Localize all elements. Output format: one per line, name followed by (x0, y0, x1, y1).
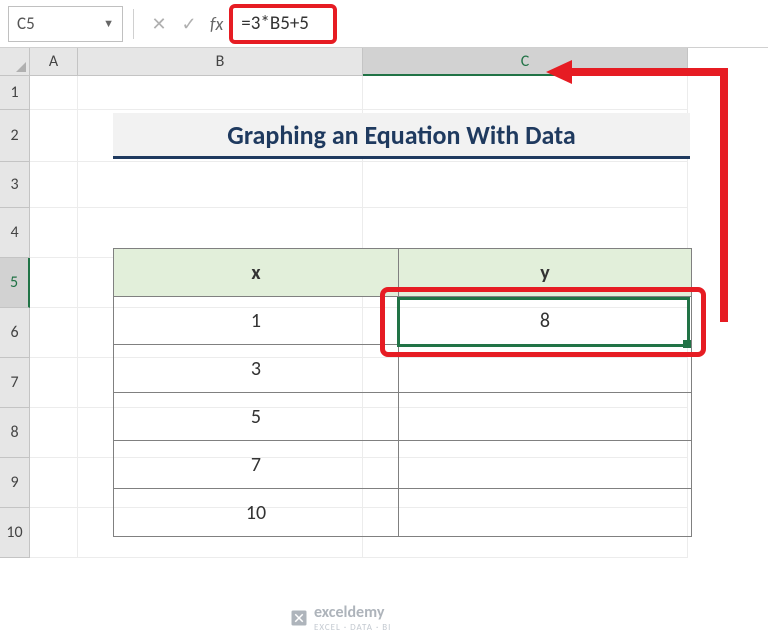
logo-icon (290, 609, 308, 627)
watermark-brand: exceldemy (314, 603, 384, 622)
table-body: 1835710 (114, 297, 692, 537)
row-header-5[interactable]: 5 (0, 258, 30, 308)
cancel-icon[interactable]: ✕ (144, 9, 174, 39)
header-y: y (399, 249, 692, 297)
callout-arrow-vertical (720, 72, 728, 322)
fx-icon[interactable]: fx (210, 13, 223, 35)
cell[interactable] (30, 408, 78, 458)
table-row: 7 (114, 441, 692, 489)
row-header-8[interactable]: 8 (0, 408, 30, 458)
cell[interactable] (363, 162, 688, 208)
cell-x[interactable]: 7 (114, 441, 399, 489)
cell[interactable] (30, 308, 78, 358)
row-header-7[interactable]: 7 (0, 358, 30, 408)
row-header-6[interactable]: 6 (0, 308, 30, 358)
cell[interactable] (30, 110, 78, 162)
cell-y[interactable]: 8 (399, 297, 692, 345)
row-header-1[interactable]: 1 (0, 76, 30, 110)
formula-text: =3*B5+5 (241, 12, 309, 35)
table-row: 10 (114, 489, 692, 537)
table-row: 3 (114, 345, 692, 393)
watermark: exceldemy EXCEL · DATA · BI (290, 603, 391, 633)
cell[interactable] (30, 258, 78, 308)
table-row: 5 (114, 393, 692, 441)
column-header-C[interactable]: C (363, 48, 688, 76)
name-box[interactable]: C5 ▼ (8, 6, 123, 42)
cell-y[interactable] (399, 489, 692, 537)
cell[interactable] (30, 508, 78, 558)
select-all-corner[interactable] (0, 48, 30, 76)
cell[interactable] (30, 208, 78, 258)
cell-x[interactable]: 1 (114, 297, 399, 345)
row-header-10[interactable]: 10 (0, 508, 30, 558)
table-row: 18 (114, 297, 692, 345)
row-headers: 12345678910 (0, 76, 30, 558)
cell-y[interactable] (399, 441, 692, 489)
divider (133, 9, 134, 39)
row-header-2[interactable]: 2 (0, 110, 30, 162)
cell[interactable] (30, 162, 78, 208)
column-header-A[interactable]: A (30, 48, 78, 76)
cell[interactable] (78, 162, 363, 208)
row-header-4[interactable]: 4 (0, 208, 30, 258)
accept-icon[interactable]: ✓ (174, 9, 204, 39)
column-header-B[interactable]: B (78, 48, 363, 76)
chevron-down-icon[interactable]: ▼ (103, 17, 114, 30)
cell-x[interactable]: 10 (114, 489, 399, 537)
cell[interactable] (363, 76, 688, 110)
column-headers: ABC (30, 48, 688, 76)
cell[interactable] (30, 76, 78, 110)
data-table: x y 1835710 (113, 248, 692, 537)
formula-bar: C5 ▼ ✕ ✓ fx =3*B5+5 (0, 0, 768, 48)
formula-input[interactable]: =3*B5+5 (233, 6, 317, 42)
cell-y[interactable] (399, 345, 692, 393)
watermark-sub: EXCEL · DATA · BI (314, 622, 391, 633)
cell[interactable] (30, 458, 78, 508)
cell-reference: C5 (17, 13, 35, 34)
header-x: x (114, 249, 399, 297)
row-header-3[interactable]: 3 (0, 162, 30, 208)
cell-x[interactable]: 5 (114, 393, 399, 441)
page-title: Graphing an Equation With Data (113, 113, 690, 159)
row-header-9[interactable]: 9 (0, 458, 30, 508)
cell-y[interactable] (399, 393, 692, 441)
cell[interactable] (78, 76, 363, 110)
cell-x[interactable]: 3 (114, 345, 399, 393)
cell[interactable] (30, 358, 78, 408)
table-header-row: x y (114, 249, 692, 297)
